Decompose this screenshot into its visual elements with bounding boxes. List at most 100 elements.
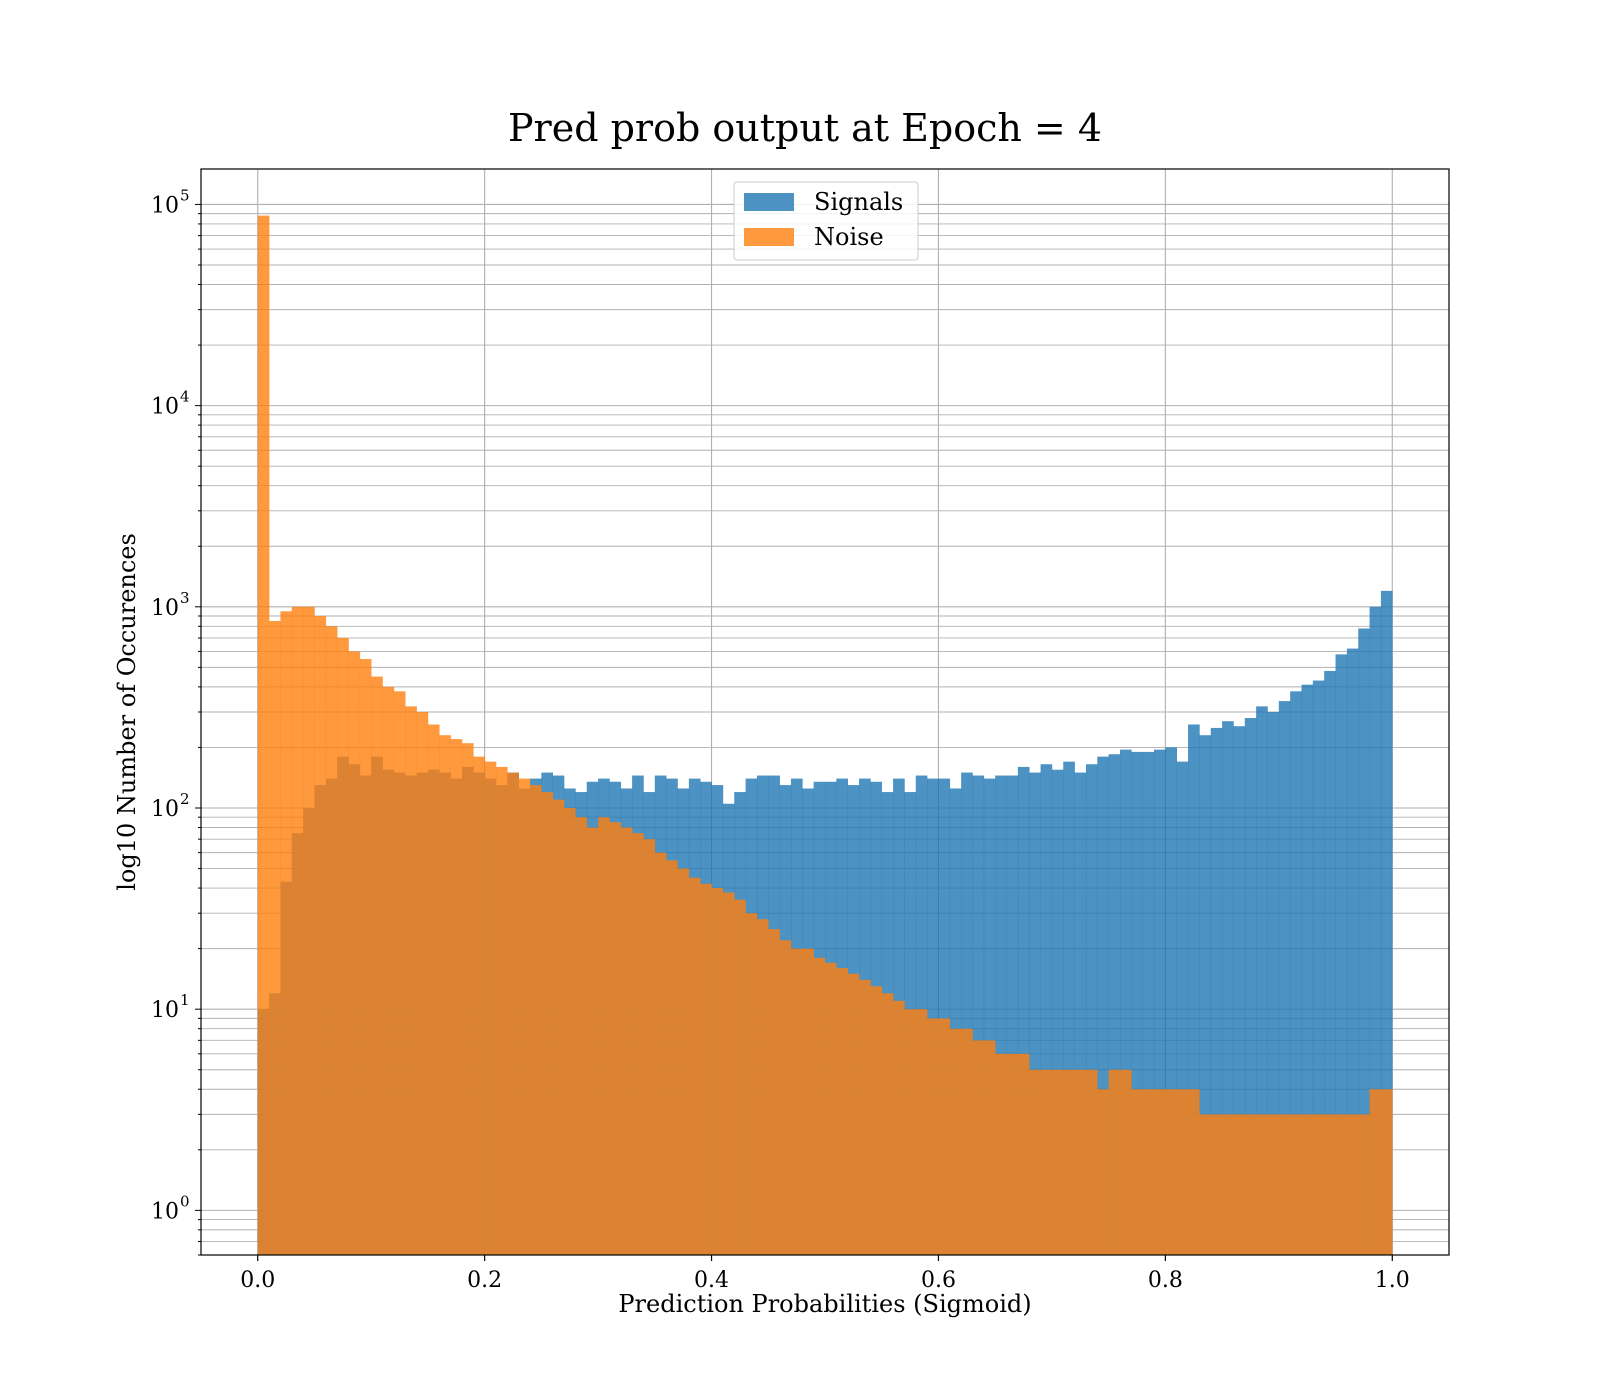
histogram-bar [847,973,860,1255]
histogram-bar [995,1053,1007,1255]
x-ticks: 0.0 0.2 0.4 0.6 0.8 1.0 [240,1255,1410,1293]
histogram-bar [1074,772,1087,1255]
histogram-bar [1290,1114,1302,1255]
histogram-bar [938,778,951,1255]
legend-swatch-noise [744,228,794,246]
histogram-bar [1278,701,1291,1255]
x-tick-label: 0.2 [467,1268,502,1293]
histogram-bar [1119,749,1132,1255]
histogram-bar [825,962,837,1255]
histogram-bar [1358,1114,1370,1255]
histogram-bar [666,860,678,1255]
histogram-bar [473,756,485,1255]
x-tick-label: 0.6 [921,1268,956,1293]
histogram-bar [439,735,451,1255]
histogram-bar [1267,712,1280,1255]
histogram-bar [495,766,508,1255]
histogram-bar [1074,1069,1087,1255]
histogram-bar [983,1040,996,1255]
histogram-bar [1154,1089,1166,1255]
histogram-bar [1085,1069,1098,1255]
y-tick-label: 10 [151,395,179,420]
y-tick-exponent: 5 [180,186,190,204]
histogram-bar [1176,1089,1189,1255]
histogram-bar [552,799,565,1255]
histogram-bar [1233,1114,1246,1255]
histogram-bar [314,616,327,1255]
histogram-bar [688,877,701,1255]
histogram-bar [1301,684,1314,1255]
histogram-bar [1222,1114,1234,1255]
histogram-bar [1210,1114,1223,1255]
histogram-bar [1346,1114,1359,1255]
histogram-bar [1244,718,1257,1255]
histogram-bar [949,788,962,1255]
legend-label-noise: Noise [814,223,884,251]
histogram-bar [1063,1069,1075,1255]
histogram-bar [348,651,361,1255]
histogram-bar [1097,1089,1109,1255]
histogram-bar [382,686,395,1255]
histogram-bar [1029,1069,1041,1255]
histogram-bar [609,822,622,1255]
histogram-bar [904,1009,917,1255]
histogram-bar [1256,706,1268,1255]
histogram-bar [654,852,667,1255]
histogram-bar [427,724,440,1255]
histogram-bar [1119,1069,1132,1255]
histogram-bar [1278,1114,1291,1255]
histogram-bar [836,968,848,1255]
histogram-bar [1290,691,1302,1255]
histogram-bar [779,940,792,1255]
histogram-bar [1312,1114,1325,1255]
histogram-bar [586,827,599,1255]
histogram-bar [257,215,270,1256]
histogram-bar [1131,1089,1143,1255]
x-tick-label: 0.4 [694,1268,729,1293]
y-axis-label: log10 Number of Occurences [113,533,141,891]
histogram-bar [1006,1053,1019,1255]
histogram-bar [1210,727,1223,1255]
histogram-bar [995,775,1007,1255]
histogram-bar [813,957,826,1255]
histogram-bar [859,979,871,1255]
histogram-bar [564,807,576,1255]
histogram-bar [1040,1069,1053,1255]
histogram-bar [1233,726,1246,1255]
histogram-bar [1188,1089,1200,1255]
histogram-bar [972,775,985,1255]
histogram-bar [1324,1114,1336,1255]
histogram-bar [1222,721,1234,1255]
histogram-bar [1312,680,1325,1255]
histogram-bar [1154,749,1166,1255]
histogram-bar [1085,764,1098,1255]
histogram-bar [1335,654,1348,1255]
histogram-bar [303,606,315,1255]
histogram-bar [530,785,542,1255]
histogram-bar [1142,751,1155,1255]
histogram-bar [790,948,803,1255]
histogram-bar [1051,769,1064,1255]
histogram-bar [1063,761,1075,1255]
y-tick-label: 10 [151,1199,179,1224]
histogram-bar [405,706,417,1255]
histogram-bar [1380,1089,1393,1255]
x-tick-label: 0.8 [1148,1268,1183,1293]
legend-swatch-signals [744,193,794,211]
histogram-bar [961,1028,973,1255]
histogram-bar [756,919,769,1255]
y-tick-exponent: 4 [180,388,190,406]
histogram-bar [711,888,724,1255]
histogram-bar [961,772,973,1255]
histogram-bar [643,839,656,1255]
histogram-bar [518,778,531,1255]
histogram-bar [620,827,633,1255]
histogram-bar [1165,1089,1178,1255]
histogram-bar [1380,590,1393,1255]
histogram-bar [461,743,474,1255]
histogram-bar [1267,1114,1280,1255]
histogram-bar [734,899,746,1255]
histogram-bar [722,892,735,1255]
